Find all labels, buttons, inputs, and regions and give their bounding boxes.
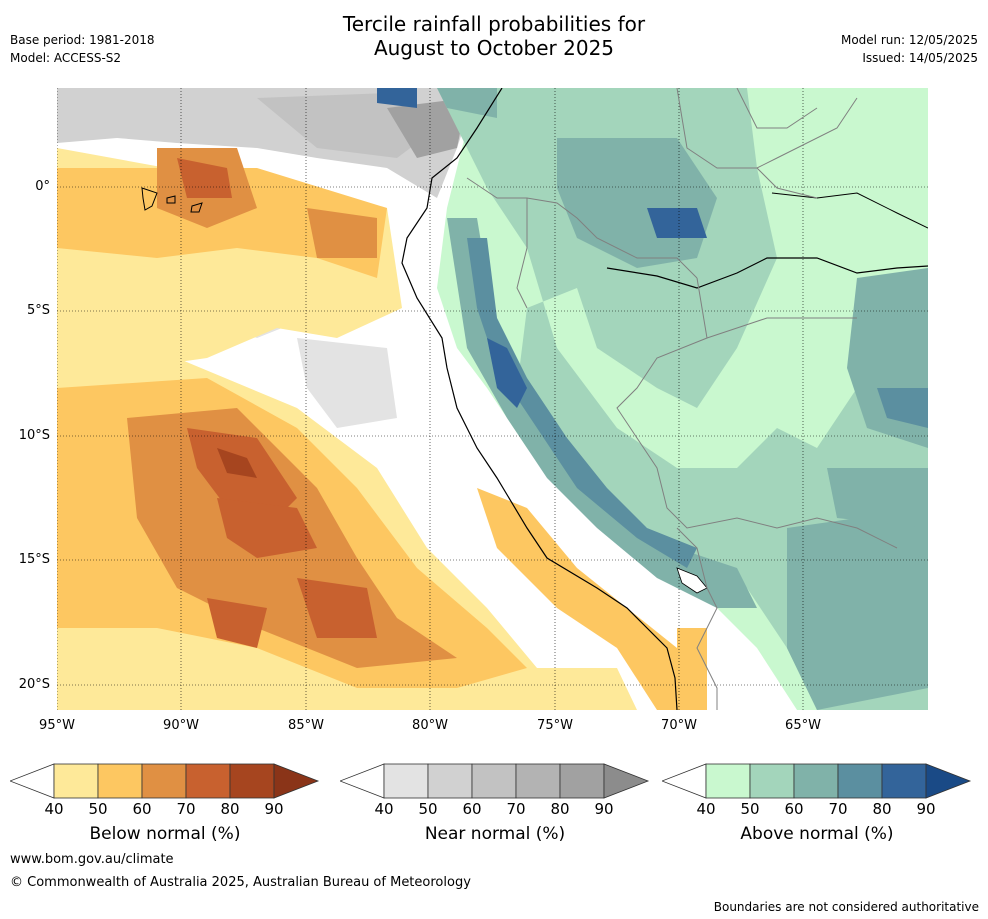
coastline	[401, 88, 678, 710]
lat-label-0: 0°	[35, 179, 50, 194]
colorbar-above-normal: 40 50 60 70 80 90 Above normal (%)	[660, 762, 972, 844]
tick-60: 60	[132, 800, 152, 818]
colorbar-below-swatches	[8, 763, 320, 799]
colorbar-below-title: Below normal (%)	[89, 824, 241, 844]
colorbar-swatch	[515, 763, 561, 799]
lon-label-70w: 70°W	[661, 718, 697, 733]
tick-90: 90	[264, 800, 284, 818]
colorbar-swatch	[705, 763, 751, 799]
below-normal-areas	[57, 148, 707, 710]
tick-70: 70	[506, 800, 526, 818]
colorbar-swatch	[53, 763, 99, 799]
boundaries-disclaimer: Boundaries are not considered authoritat…	[713, 900, 979, 914]
colorbar-under-triangle	[8, 763, 55, 799]
tick-80: 80	[550, 800, 570, 818]
tick-50: 50	[740, 800, 760, 818]
model-name: Model: ACCESS-S2	[10, 51, 122, 65]
issued-date: Issued: 14/05/2025	[862, 51, 978, 65]
lon-label-80w: 80°W	[412, 718, 448, 733]
colorbar-under-triangle	[338, 763, 385, 799]
base-period: Base period: 1981-2018	[10, 33, 155, 47]
colorbar-near-title: Near normal (%)	[424, 824, 566, 844]
colorbar-below-ticks: 40 50 60 70 80 90	[10, 800, 320, 818]
title-line-1: Tercile rainfall probabilities for	[342, 12, 646, 36]
tick-50: 50	[418, 800, 438, 818]
colorbar-swatch	[881, 763, 927, 799]
colorbar-swatch	[471, 763, 517, 799]
colorbar-near-swatches	[338, 763, 650, 799]
colorbar-above-swatches	[660, 763, 972, 799]
title-line-2: August to October 2025	[373, 36, 615, 60]
tick-80: 80	[872, 800, 892, 818]
tick-90: 90	[594, 800, 614, 818]
colorbar-swatch	[185, 763, 231, 799]
colorbar-swatch	[559, 763, 605, 799]
tick-60: 60	[784, 800, 804, 818]
colorbar-near-normal: 40 50 60 70 80 90 Near normal (%)	[338, 762, 650, 844]
graticule	[57, 88, 928, 710]
colorbar-swatch	[749, 763, 795, 799]
run-info: Model run: 12/05/2025 Issued: 14/05/2025	[841, 31, 978, 67]
lon-label-65w: 65°W	[785, 718, 821, 733]
colorbar-swatch	[793, 763, 839, 799]
colorbar-over-triangle	[273, 763, 320, 799]
lon-label-75w: 75°W	[537, 718, 573, 733]
model-info: Base period: 1981-2018 Model: ACCESS-S2	[10, 31, 155, 67]
map-canvas	[57, 88, 928, 710]
colorbar-swatch	[837, 763, 883, 799]
tick-40: 40	[374, 800, 394, 818]
colorbar-above-ticks: 40 50 60 70 80 90	[662, 800, 972, 818]
colorbar-swatch	[141, 763, 187, 799]
galapagos-islands	[141, 187, 203, 213]
amazon-river	[606, 257, 928, 289]
colorbar-above-title: Above normal (%)	[740, 824, 894, 844]
lat-label-15s: 15°S	[18, 552, 50, 567]
lat-label-20s: 20°S	[18, 677, 50, 692]
tick-70: 70	[176, 800, 196, 818]
colorbar-near-ticks: 40 50 60 70 80 90	[340, 800, 650, 818]
colorbar-swatch	[97, 763, 143, 799]
above-normal-areas	[377, 88, 928, 710]
tick-60: 60	[462, 800, 482, 818]
lon-label-85w: 85°W	[288, 718, 324, 733]
tick-80: 80	[220, 800, 240, 818]
lat-label-10s: 10°S	[18, 428, 50, 443]
map-title: Tercile rainfall probabilities for Augus…	[0, 12, 988, 60]
model-run-date: Model run: 12/05/2025	[840, 33, 978, 47]
country-boundaries	[466, 88, 898, 710]
tributary	[771, 192, 928, 229]
colorbar-over-triangle	[603, 763, 650, 799]
colorbar-swatch	[427, 763, 473, 799]
colorbar-under-triangle	[660, 763, 707, 799]
tick-50: 50	[88, 800, 108, 818]
copyright-notice: © Commonwealth of Australia 2025, Austra…	[10, 875, 471, 890]
tick-40: 40	[44, 800, 64, 818]
tick-40: 40	[696, 800, 716, 818]
lon-label-90w: 90°W	[163, 718, 199, 733]
colorbar-swatch	[229, 763, 275, 799]
lat-label-5s: 5°S	[26, 303, 50, 318]
tick-70: 70	[828, 800, 848, 818]
lon-label-95w: 95°W	[39, 718, 75, 733]
colorbar-over-triangle	[925, 763, 972, 799]
colorbar-below-normal: 40 50 60 70 80 90 Below normal (%)	[8, 762, 320, 844]
probability-map	[57, 88, 928, 710]
tick-90: 90	[916, 800, 936, 818]
lake-titicaca	[676, 567, 708, 594]
website-link[interactable]: www.bom.gov.au/climate	[10, 852, 174, 867]
colorbar-swatch	[383, 763, 429, 799]
